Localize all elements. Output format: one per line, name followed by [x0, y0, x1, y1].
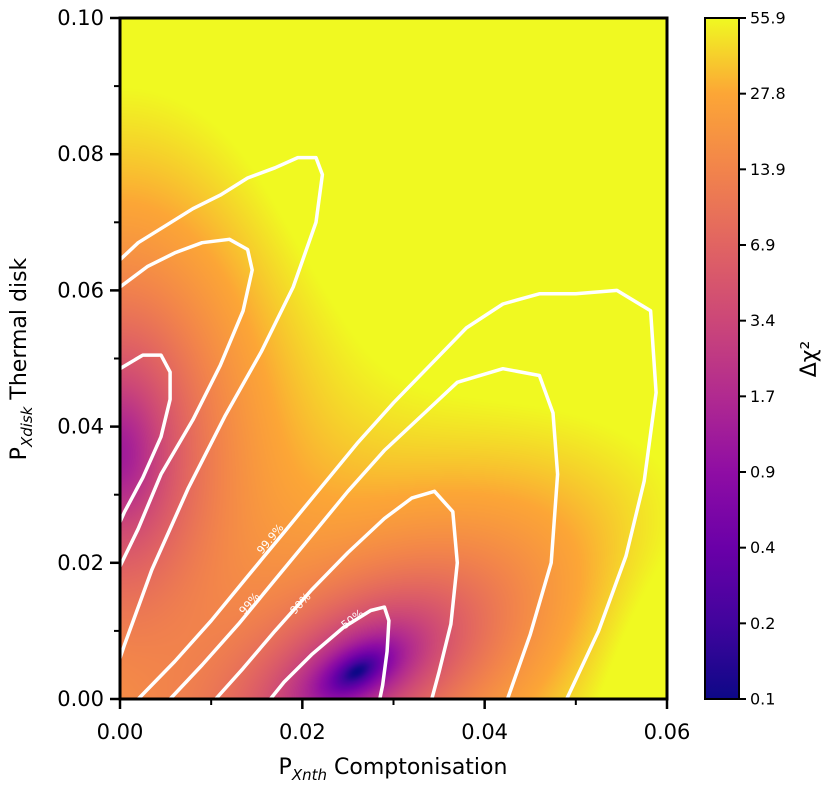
y-tick-label: 0.04 — [57, 415, 104, 439]
colorbar-gradient — [704, 17, 740, 700]
y-axis-title: PXdisk Thermal disk — [7, 257, 36, 460]
y-tick-label: 0.10 — [57, 6, 104, 30]
colorbar-tick-label: 3.4 — [750, 311, 775, 330]
y-tick-label: 0.08 — [57, 142, 104, 166]
x-axis: 0.00 0.02 0.04 0.06 — [97, 699, 691, 744]
y-tick-label: 0.00 — [57, 687, 104, 711]
heatmap — [120, 18, 667, 699]
x-axis-title-base: P — [279, 755, 292, 780]
y-tick-label: 0.02 — [57, 551, 104, 575]
x-axis-title-sub: Xnth — [291, 766, 327, 784]
contour-line-1-1 — [120, 353, 172, 524]
plot-area: 50%90%99%99.9% — [118, 16, 669, 701]
y-axis-title-base: P — [7, 447, 32, 460]
colorbar-label: Δχ² — [797, 341, 822, 378]
colorbar-tick-label: 0.2 — [750, 614, 775, 633]
colorbar-tick-label: 0.9 — [750, 463, 775, 482]
contour-line-0-0 — [268, 605, 391, 699]
x-tick-label: 0.04 — [461, 720, 508, 744]
y-axis: 0.00 0.02 0.04 0.06 0.08 0.10 — [57, 6, 120, 711]
x-tick-label: 0.06 — [644, 720, 691, 744]
colorbar-tick-label: 0.1 — [750, 690, 775, 709]
contour-line-3-1 — [120, 155, 325, 660]
x-tick-label: 0.00 — [97, 720, 144, 744]
colorbar-tick-label: 13.9 — [750, 160, 786, 179]
colorbar-ticks: 0.1 0.2 0.4 0.9 1.7 3.4 6.9 13.9 27.8 55.9 — [739, 9, 786, 709]
contour-line-2-1 — [120, 237, 254, 568]
x-tick-label: 0.02 — [279, 720, 326, 744]
y-axis-title-sub: Xdisk — [18, 405, 36, 448]
contour-line-3-0 — [136, 288, 658, 699]
colorbar-tick-label: 1.7 — [750, 387, 775, 406]
colorbar: 0.1 0.2 0.4 0.9 1.7 3.4 6.9 13.9 27.8 55.9 Δχ² — [704, 9, 822, 709]
y-axis-title-rest: Thermal disk — [7, 257, 32, 406]
y-tick-label: 0.06 — [57, 278, 104, 302]
contour-line-1-0 — [213, 489, 460, 699]
x-axis-title-rest: Comptonisation — [327, 755, 507, 780]
colorbar-tick-label: 27.8 — [750, 84, 786, 103]
colorbar-tick-label: 6.9 — [750, 236, 775, 255]
x-axis-title: PXnth Comptonisation — [279, 755, 508, 784]
colorbar-tick-label: 0.4 — [750, 538, 775, 557]
contours — [120, 155, 658, 699]
colorbar-tick-label: 55.9 — [750, 9, 786, 28]
contour-line-2-0 — [168, 366, 560, 699]
